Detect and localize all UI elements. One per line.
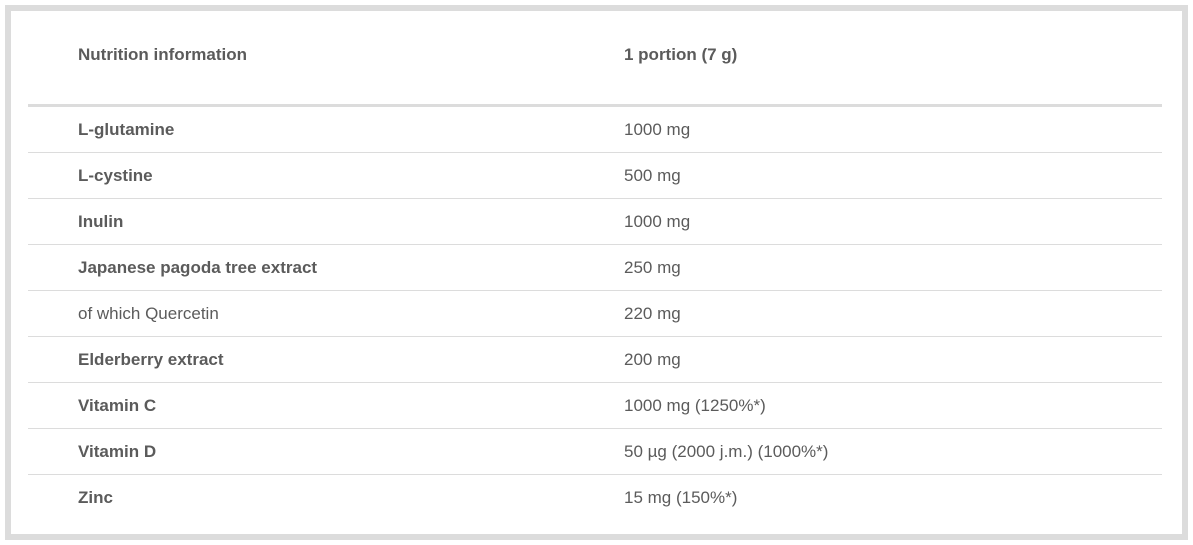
nutrient-amount: 50 µg (2000 j.m.) (1000%*) bbox=[574, 428, 1162, 475]
table-row: Vitamin C 1000 mg (1250%*) bbox=[28, 382, 1162, 429]
header-row: Nutrition information 1 portion (7 g) bbox=[28, 11, 1162, 107]
table-row: L-glutamine 1000 mg bbox=[28, 105, 1162, 153]
nutrient-amount: 1000 mg bbox=[574, 105, 1162, 153]
header-name-text: Nutrition information bbox=[78, 44, 248, 64]
table-row: Japanese pagoda tree extract 250 mg bbox=[28, 244, 1162, 291]
nutrient-name: of which Quercetin bbox=[28, 290, 574, 337]
nutrient-name: Vitamin D bbox=[28, 428, 574, 475]
nutrient-name: Japanese pagoda tree extract bbox=[28, 244, 574, 291]
table-row: Vitamin D 50 µg (2000 j.m.) (1000%*) bbox=[28, 428, 1162, 475]
nutrient-name: Elderberry extract bbox=[28, 336, 574, 383]
table-row: Inulin 1000 mg bbox=[28, 198, 1162, 245]
header-value-text: 1 portion (7 g) bbox=[624, 44, 738, 64]
nutrient-name: L-cystine bbox=[28, 152, 574, 199]
nutrient-name: L-glutamine bbox=[28, 105, 574, 153]
nutrient-amount: 15 mg (150%*) bbox=[624, 487, 738, 507]
header-value: 1 portion (7 g) bbox=[574, 11, 1162, 107]
nutrient-name: Vitamin C bbox=[28, 382, 574, 429]
table-row: Zinc 15 mg (150%*) bbox=[28, 475, 1162, 521]
nutrition-panel: Nutrition information 1 portion (7 g) L-… bbox=[5, 5, 1188, 540]
table-row: of which Quercetin 220 mg bbox=[28, 290, 1162, 337]
nutrient-amount: 250 mg bbox=[574, 244, 1162, 291]
nutrient-amount: 1000 mg (1250%*) bbox=[574, 382, 1162, 429]
nutrition-table: Nutrition information 1 portion (7 g) L-… bbox=[28, 11, 1162, 520]
table-row: L-cystine 500 mg bbox=[28, 152, 1162, 199]
nutrient-amount: 1000 mg bbox=[574, 198, 1162, 245]
nutrient-name: Inulin bbox=[28, 198, 574, 245]
nutrient-name: Zinc bbox=[78, 487, 113, 507]
nutrient-amount: 220 mg bbox=[574, 290, 1162, 337]
table-row: Elderberry extract 200 mg bbox=[28, 336, 1162, 383]
nutrient-amount: 500 mg bbox=[574, 152, 1162, 199]
nutrient-amount: 200 mg bbox=[574, 336, 1162, 383]
header-name: Nutrition information bbox=[28, 11, 574, 107]
